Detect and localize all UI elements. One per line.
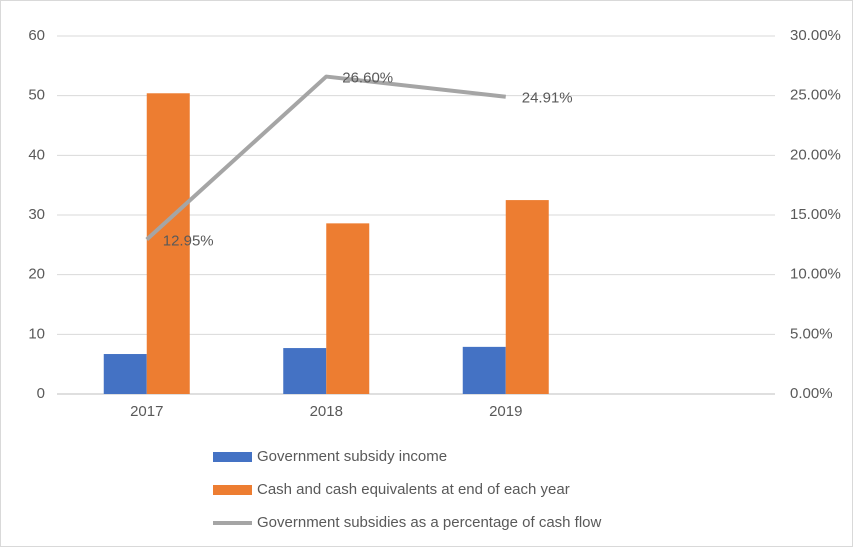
y2-tick-label: 25.00% — [790, 87, 841, 104]
legend-swatch — [213, 452, 252, 462]
y-tick-label: 10 — [28, 325, 45, 342]
data-label: 24.91% — [522, 90, 573, 107]
legend-label: Government subsidies as a percentage of … — [257, 514, 602, 531]
legend-label: Cash and cash equivalents at end of each… — [257, 481, 570, 498]
y-tick-label: 30 — [28, 206, 45, 223]
bar — [103, 354, 147, 394]
x-tick-label: 2017 — [130, 403, 163, 420]
y-tick-label: 0 — [37, 385, 45, 402]
y2-tick-label: 5.00% — [790, 325, 833, 342]
y2-tick-label: 0.00% — [790, 385, 833, 402]
legend-swatch — [213, 485, 252, 495]
y-tick-label: 20 — [28, 266, 45, 283]
y2-tick-label: 30.00% — [790, 27, 841, 44]
bar — [326, 223, 370, 394]
y2-tick-label: 10.00% — [790, 266, 841, 283]
data-label: 26.60% — [342, 70, 393, 87]
y-tick-label: 50 — [28, 87, 45, 104]
x-tick-label: 2019 — [489, 403, 522, 420]
data-label: 12.95% — [163, 232, 214, 249]
legend-label: Government subsidy income — [257, 448, 447, 465]
y2-tick-label: 15.00% — [790, 206, 841, 223]
y2-tick-label: 20.00% — [790, 146, 841, 163]
line — [145, 74, 506, 241]
x-tick-label: 2018 — [310, 403, 343, 420]
bar — [505, 200, 549, 394]
y-tick-label: 40 — [28, 146, 45, 163]
bar — [283, 348, 327, 394]
bar — [146, 93, 190, 394]
y-tick-label: 60 — [28, 27, 45, 44]
bar — [462, 346, 506, 394]
